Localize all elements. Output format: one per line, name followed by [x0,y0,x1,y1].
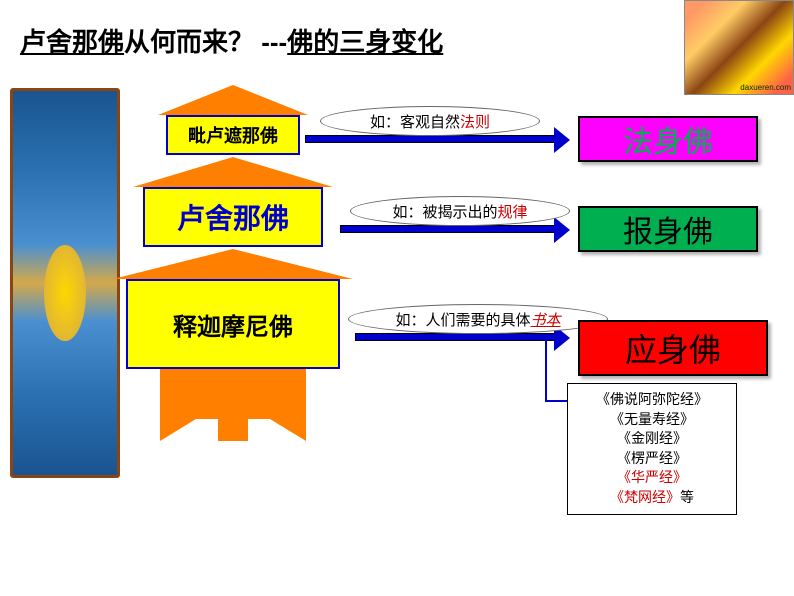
ann2-text: 如：被揭示出的 [392,201,497,222]
roof-3 [113,249,353,279]
title-mid: 从何而来？ --- [124,27,287,57]
ann3-red: 书本 [531,309,561,330]
tower-box-3: 释迦摩尼佛 [126,279,340,369]
scripture-item: 《金刚经》 [572,429,732,449]
annotation-3: 如：人们需要的具体书本 [348,304,608,334]
arrow-3 [355,333,555,341]
tower-box-2: 卢舍那佛 [143,187,323,247]
annotation-1: 如：客观自然法则 [320,106,540,136]
connector-line-horizontal [545,400,567,402]
scripture-item-red: 《华严经》 [572,468,732,488]
annotation-2: 如：被揭示出的规律 [350,196,570,226]
scripture-item-last: 《梵网经》等 [572,488,732,508]
scripture-item: 《楞严经》 [572,449,732,469]
tower-box-1: 毗卢遮那佛 [166,115,300,155]
title-underline-2: 佛的三身变化 [287,27,443,57]
page-title: 卢舍那佛从何而来？ ---佛的三身变化 [20,22,443,59]
result-fashen: 法身佛 [578,116,758,162]
scripture-item: 《无量寿经》 [572,410,732,430]
arrow-2 [340,225,555,233]
ann2-red: 规律 [498,201,528,222]
scripture-item: 《佛说阿弥陀经》 [572,390,732,410]
roof-2 [133,157,333,187]
ann1-red: 法则 [460,111,490,132]
connector-line-vertical [545,340,547,400]
scripture-suffix: 等 [680,489,694,505]
result-yingshen: 应身佛 [578,320,768,376]
scripture-red: 《梵网经》 [610,489,680,505]
ann1-text: 如：客观自然 [370,111,460,132]
left-thangka-image [10,88,120,478]
ann3-text: 如：人们需要的具体 [395,309,530,330]
corner-image [684,0,794,95]
tower-base [160,369,306,419]
result-baoshen: 报身佛 [578,206,758,252]
scripture-list: 《佛说阿弥陀经》 《无量寿经》 《金刚经》 《楞严经》 《华严经》 《梵网经》等 [567,383,737,515]
roof-1 [158,85,308,115]
arrow-1 [305,135,555,143]
title-underline-1: 卢舍那佛 [20,27,124,57]
